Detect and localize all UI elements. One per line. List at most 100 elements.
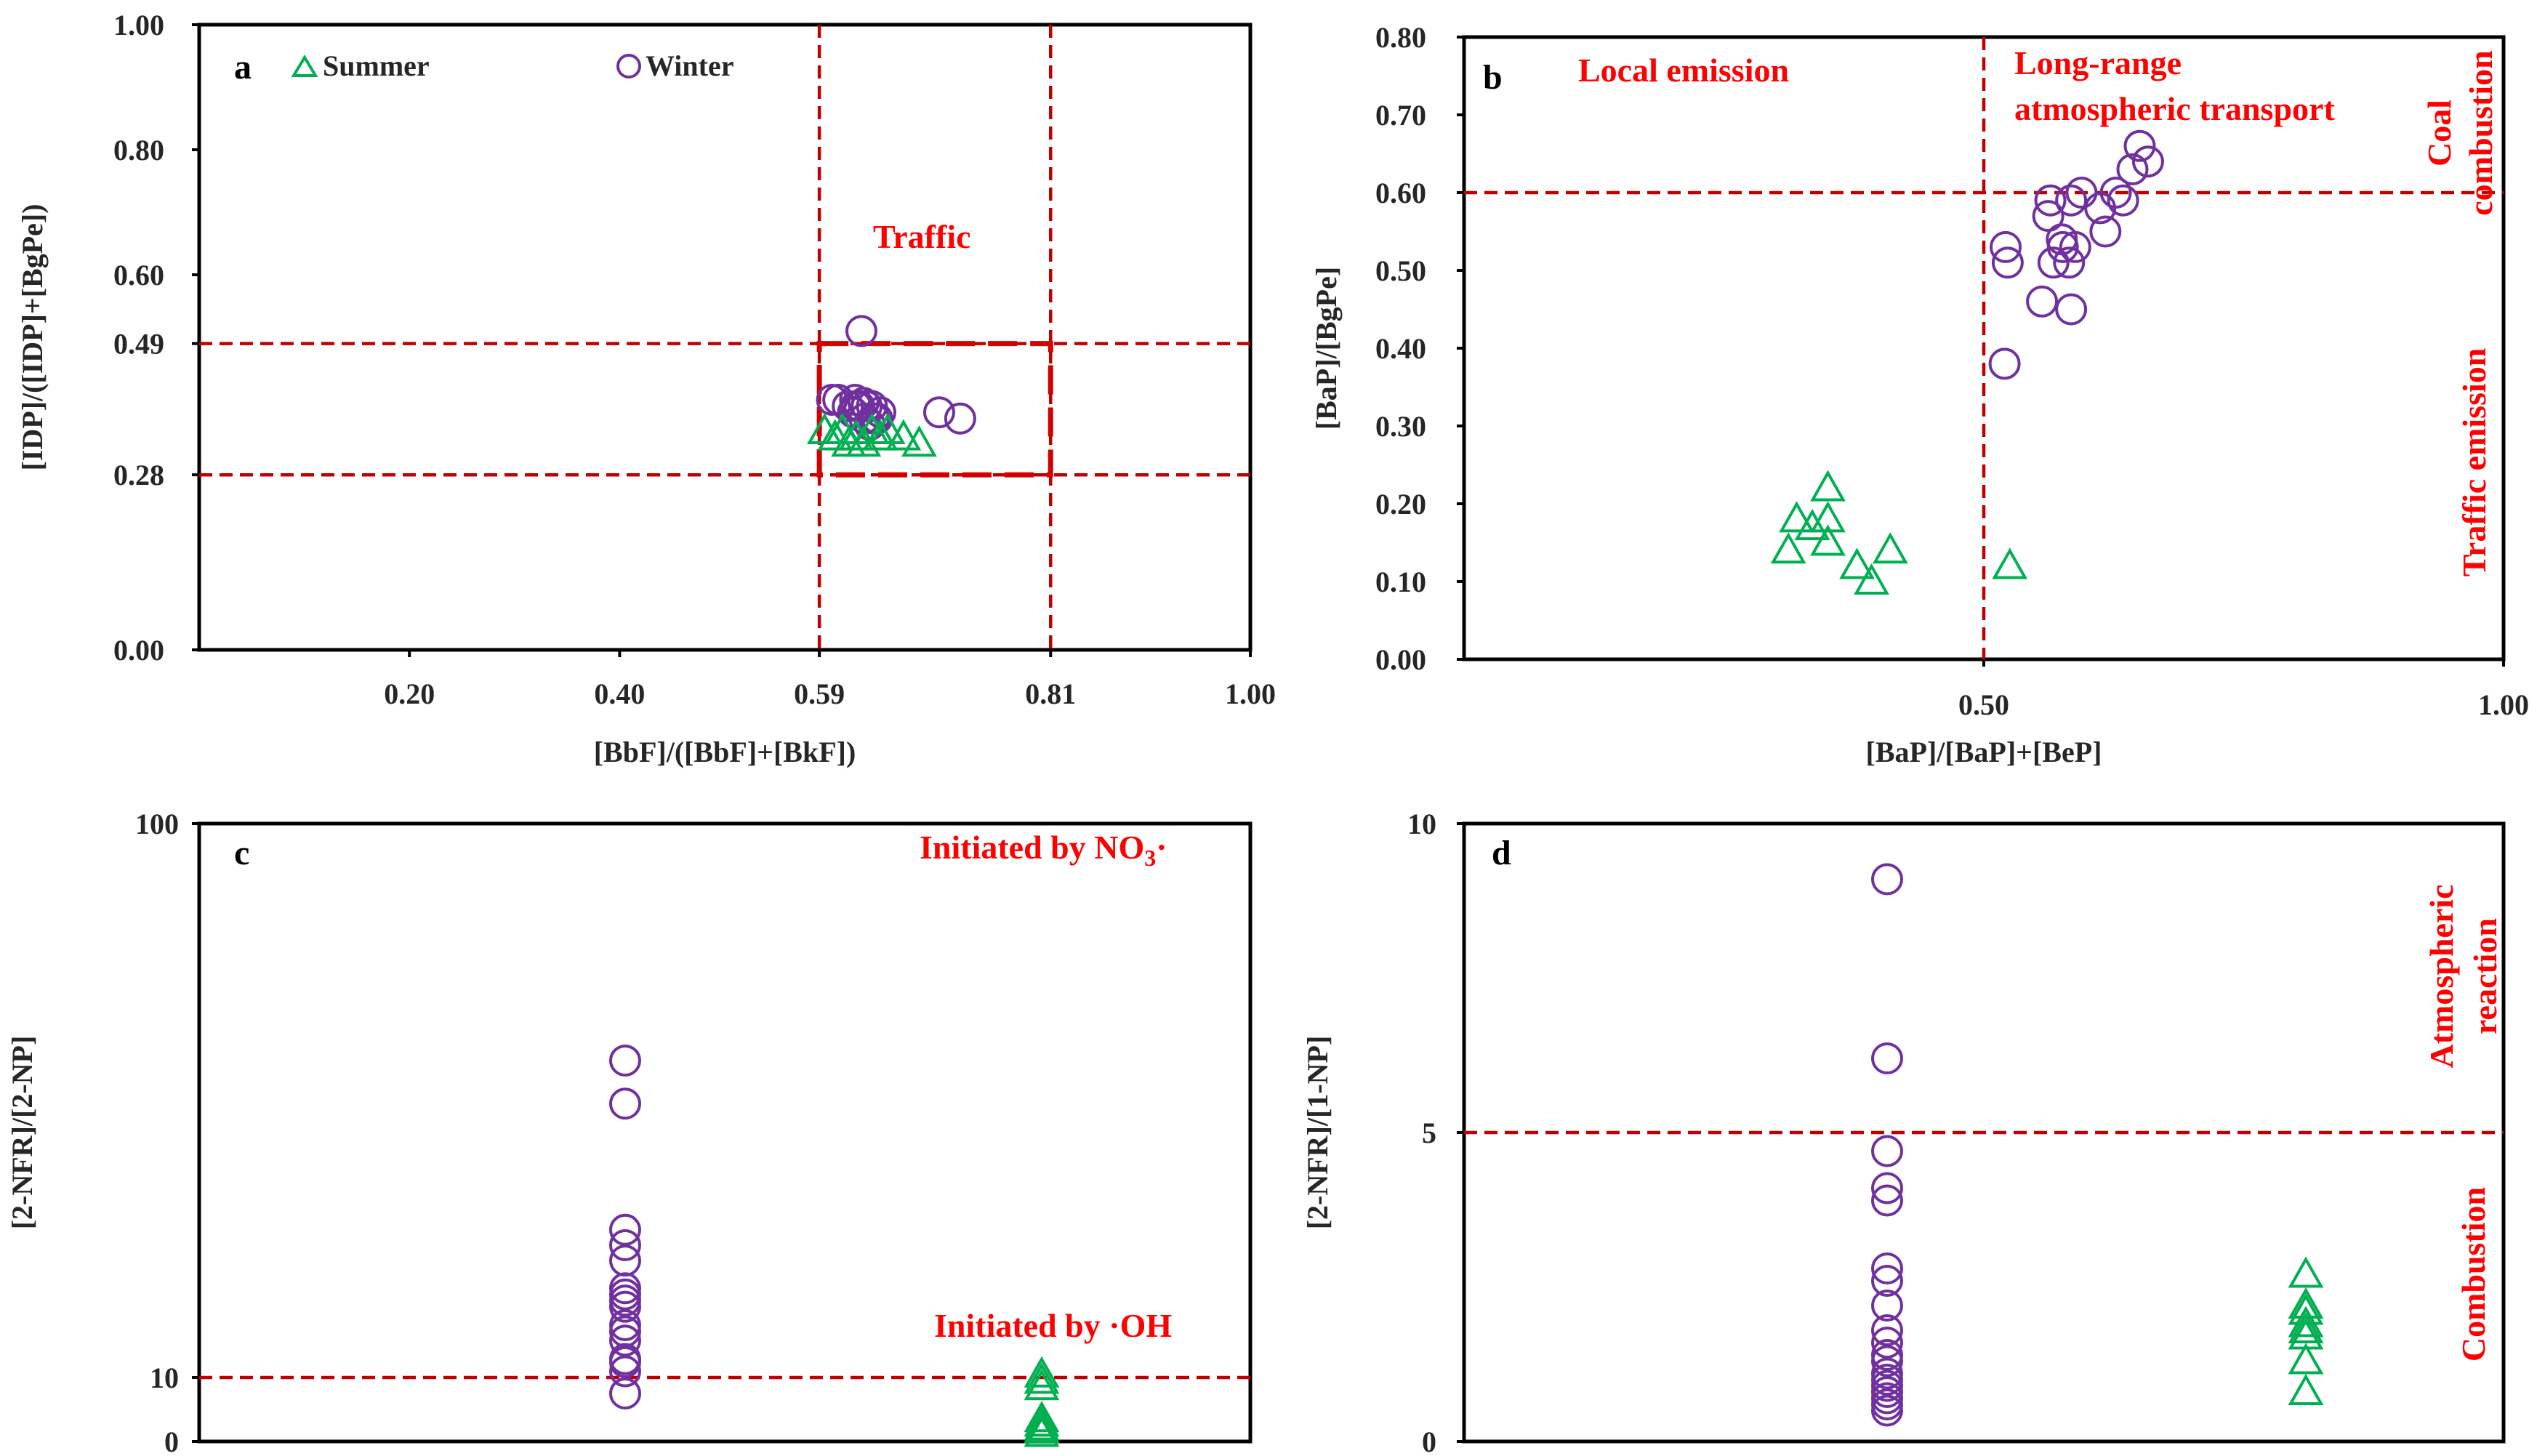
- panel-b-annotation-traffic-emission: Traffic emission: [2456, 348, 2493, 577]
- panel-a-x-tick-label: 0.20: [384, 677, 435, 710]
- panel-d-y-tick-label: 5: [1422, 1117, 1436, 1149]
- panel-b-summer-point: [1810, 470, 1846, 502]
- panel-d-winter-point: [1871, 1327, 1903, 1359]
- panel-a-x-tick-label: 0.81: [1025, 677, 1076, 710]
- panel-b-winter-point: [2059, 230, 2091, 263]
- panel-d-annotation-reaction: reaction: [2466, 918, 2504, 1034]
- panel-d-summer-point: [2288, 1306, 2324, 1338]
- panel-b-summer-point: [1810, 524, 1846, 556]
- panel-b-letter: b: [1483, 58, 1503, 97]
- panel-a-y-tick-label: 0.28: [113, 459, 164, 491]
- panel-d-winter-point: [1871, 1252, 1903, 1284]
- panel-c-winter-point: [609, 1087, 641, 1120]
- panel-a-annotation-traffic: Traffic: [873, 218, 971, 255]
- panel-b-winter-point: [2032, 200, 2064, 233]
- panel-b-summer-point: [1854, 563, 1889, 595]
- panel-c-winter-point: [609, 1346, 641, 1378]
- panel-d-winter-point: [1871, 1042, 1903, 1074]
- panel-d-summer-point: [2288, 1373, 2324, 1405]
- panel-c-summer-point: [1024, 1369, 1060, 1401]
- panel-b-annotation-coal: Coal: [2421, 100, 2458, 166]
- panel-b-y-tick-label: 0.50: [1375, 254, 1426, 287]
- legend-summer-marker-icon: [291, 55, 318, 77]
- panel-c-annotation-oh: Initiated by ·OH: [934, 1307, 1172, 1344]
- panel-d-winter-point: [1871, 1394, 1903, 1427]
- panel-b-summer-point: [1872, 532, 1908, 564]
- panel-a-y-tick-label: 1.00: [113, 9, 164, 41]
- panel-c-y-tick-label: 100: [135, 808, 179, 840]
- panel-c-winter-point: [609, 1355, 641, 1388]
- panel-c-chart: 0 10 100 c Initiated by NO3· Initiated by …: [6, 808, 1253, 1456]
- panel-b-chart: 0.50 1.00 0.00 0.10 0.20 0.30 0.40 0.50 0.60 0.7…: [1310, 21, 2529, 768]
- panel-b-summer-point: [1810, 501, 1846, 533]
- panel-b-winter-point: [1988, 347, 2021, 380]
- panel-b-winter-point: [2065, 177, 2098, 209]
- panel-a-winter-point: [922, 396, 955, 429]
- panel-d-winter-point: [1871, 1345, 1903, 1377]
- panel-b-summer-point: [1992, 547, 2028, 579]
- panel-c-summer-point: [1024, 1362, 1060, 1394]
- panel-a-winter-point: [848, 402, 881, 435]
- legend-summer-label: Summer: [323, 49, 430, 82]
- panel-d-winter-point: [1871, 1290, 1903, 1322]
- panel-b-winter-point: [2034, 184, 2067, 217]
- panel-c-summer-point: [1024, 1412, 1060, 1444]
- panel-c-summer-point: [1024, 1415, 1060, 1447]
- panel-b-winter-point: [2026, 285, 2059, 318]
- panel-a-summer-point: [869, 412, 906, 444]
- panel-d-y-tick-label: 0: [1422, 1425, 1436, 1456]
- panel-b-y-tick-label: 0.60: [1375, 177, 1426, 209]
- panel-b-winter-point: [2131, 145, 2164, 178]
- panel-a-x-axis-label: [BbF]/([BbF]+[BkF]): [594, 736, 856, 768]
- panel-d-annotation-atmospheric: Atmospheric: [2423, 885, 2460, 1069]
- panel-c-summer-point: [1024, 1356, 1060, 1388]
- panel-b-winter-point: [2053, 246, 2086, 279]
- panel-a-letter: a: [234, 48, 252, 87]
- panel-b-annotation-combustion: combustion: [2462, 50, 2499, 215]
- panel-b-winter-point: [2116, 153, 2149, 185]
- panel-d-letter: d: [1492, 834, 1511, 872]
- panel-a-summer-point: [885, 419, 922, 451]
- panel-b-winter-point: [2107, 184, 2139, 217]
- panel-a-y-tick-label: 0.00: [113, 634, 164, 667]
- panel-c-annotation-no3-dot: ·: [1156, 829, 1167, 866]
- panel-b-annotation-long-range: Long-range: [2014, 44, 2182, 81]
- panel-a-frame: [197, 23, 1253, 652]
- panel-b-x-axis-label: [BaP]/[BaP]+[BeP]: [1866, 736, 2102, 768]
- panel-c-winter-point: [609, 1228, 641, 1261]
- panel-d-summer-point: [2288, 1311, 2324, 1343]
- panel-a-x-tick-label: 0.40: [594, 677, 645, 710]
- panel-b-winter-point: [2089, 215, 2122, 248]
- panel-a-y-tick-label: 0.80: [113, 134, 164, 166]
- panel-b-summer-point: [1779, 501, 1815, 533]
- panel-a-summer-point: [862, 419, 898, 451]
- panel-a-summer-point: [838, 419, 875, 451]
- panel-b-summer-point: [1794, 509, 1830, 541]
- panel-b-y-tick-label: 0.20: [1375, 488, 1426, 520]
- panel-c-annotation-no3: Initiated by NO3·: [920, 829, 1167, 871]
- panel-c-winter-point: [609, 1290, 641, 1323]
- panel-a-winter-point: [944, 402, 976, 435]
- panel-b-winter-point: [1991, 246, 2024, 279]
- panel-a-x-tick-label: 0.59: [794, 677, 845, 710]
- panel-b-winter-point: [2084, 192, 2117, 225]
- panel-c-summer-point: [1024, 1401, 1060, 1433]
- panel-a-y-axis-label: [IDP]/([IDP]+[BgPe]): [16, 204, 49, 470]
- panel-d-winter-point: [1871, 1172, 1903, 1204]
- panel-c-winter-point: [609, 1213, 641, 1246]
- panel-d-summer-point: [2288, 1343, 2324, 1375]
- panel-b-x-tick-label: 1.00: [2478, 688, 2529, 721]
- panel-b-y-tick-label: 0.40: [1375, 332, 1426, 365]
- panel-a-summer-point: [901, 425, 937, 457]
- panel-d-summer-point: [2288, 1256, 2324, 1288]
- panel-b-annotation-local-emission: Local emission: [1578, 52, 1789, 89]
- panel-b-winter-point: [2055, 184, 2088, 217]
- panel-b-y-tick-label: 0.80: [1375, 21, 1426, 54]
- panel-c-annotation-no3-subscript: 3: [1144, 845, 1156, 871]
- legend-winter-label: Winter: [646, 49, 733, 82]
- panel-b-winter-point: [2123, 129, 2156, 162]
- panel-b-winter-point: [2046, 230, 2079, 263]
- panel-d-winter-point: [1871, 863, 1903, 896]
- panel-b-y-axis-label: [BaP]/[BgPe]: [1310, 267, 1343, 430]
